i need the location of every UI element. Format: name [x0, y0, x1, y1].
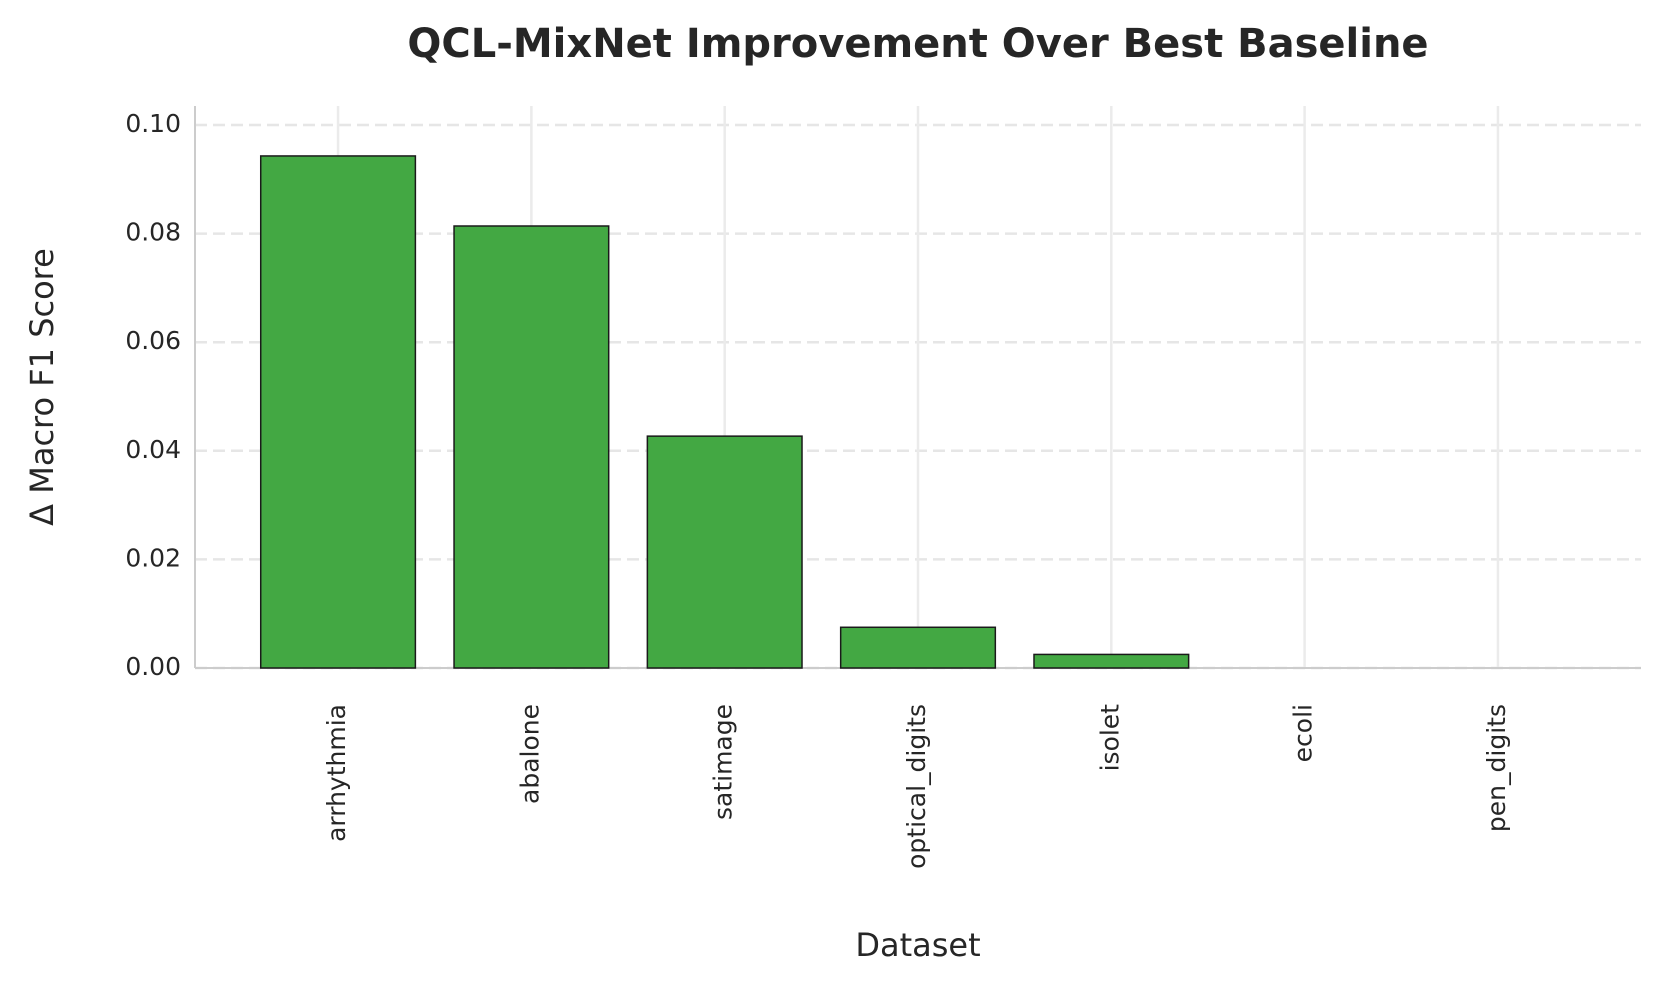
- y-tick-label: 0.06: [125, 326, 181, 355]
- chart-title: QCL-MixNet Improvement Over Best Baselin…: [407, 21, 1428, 67]
- x-tick-label: ecoli: [1289, 704, 1318, 762]
- bar: [259, 155, 417, 669]
- y-tick-label: 0.08: [125, 218, 181, 247]
- x-tick-label: pen_digits: [1482, 704, 1511, 832]
- bar: [1033, 653, 1190, 669]
- bar: [839, 626, 997, 669]
- x-tick-label: isolet: [1095, 704, 1124, 772]
- x-tick-label: optical_digits: [902, 704, 931, 869]
- y-tick-label: 0.04: [125, 435, 181, 464]
- x-tick-label: satimage: [709, 704, 738, 820]
- y-tick-label: 0.10: [125, 109, 181, 138]
- x-tick-label: abalone: [515, 704, 544, 804]
- bar: [646, 435, 803, 669]
- y-tick-label: 0.00: [125, 652, 181, 681]
- bar: [453, 225, 610, 669]
- x-axis-label: Dataset: [855, 926, 980, 964]
- y-axis-label: Δ Macro F1 Score: [23, 248, 61, 526]
- x-tick-label: arrhythmia: [322, 704, 351, 842]
- y-tick-label: 0.02: [125, 543, 181, 572]
